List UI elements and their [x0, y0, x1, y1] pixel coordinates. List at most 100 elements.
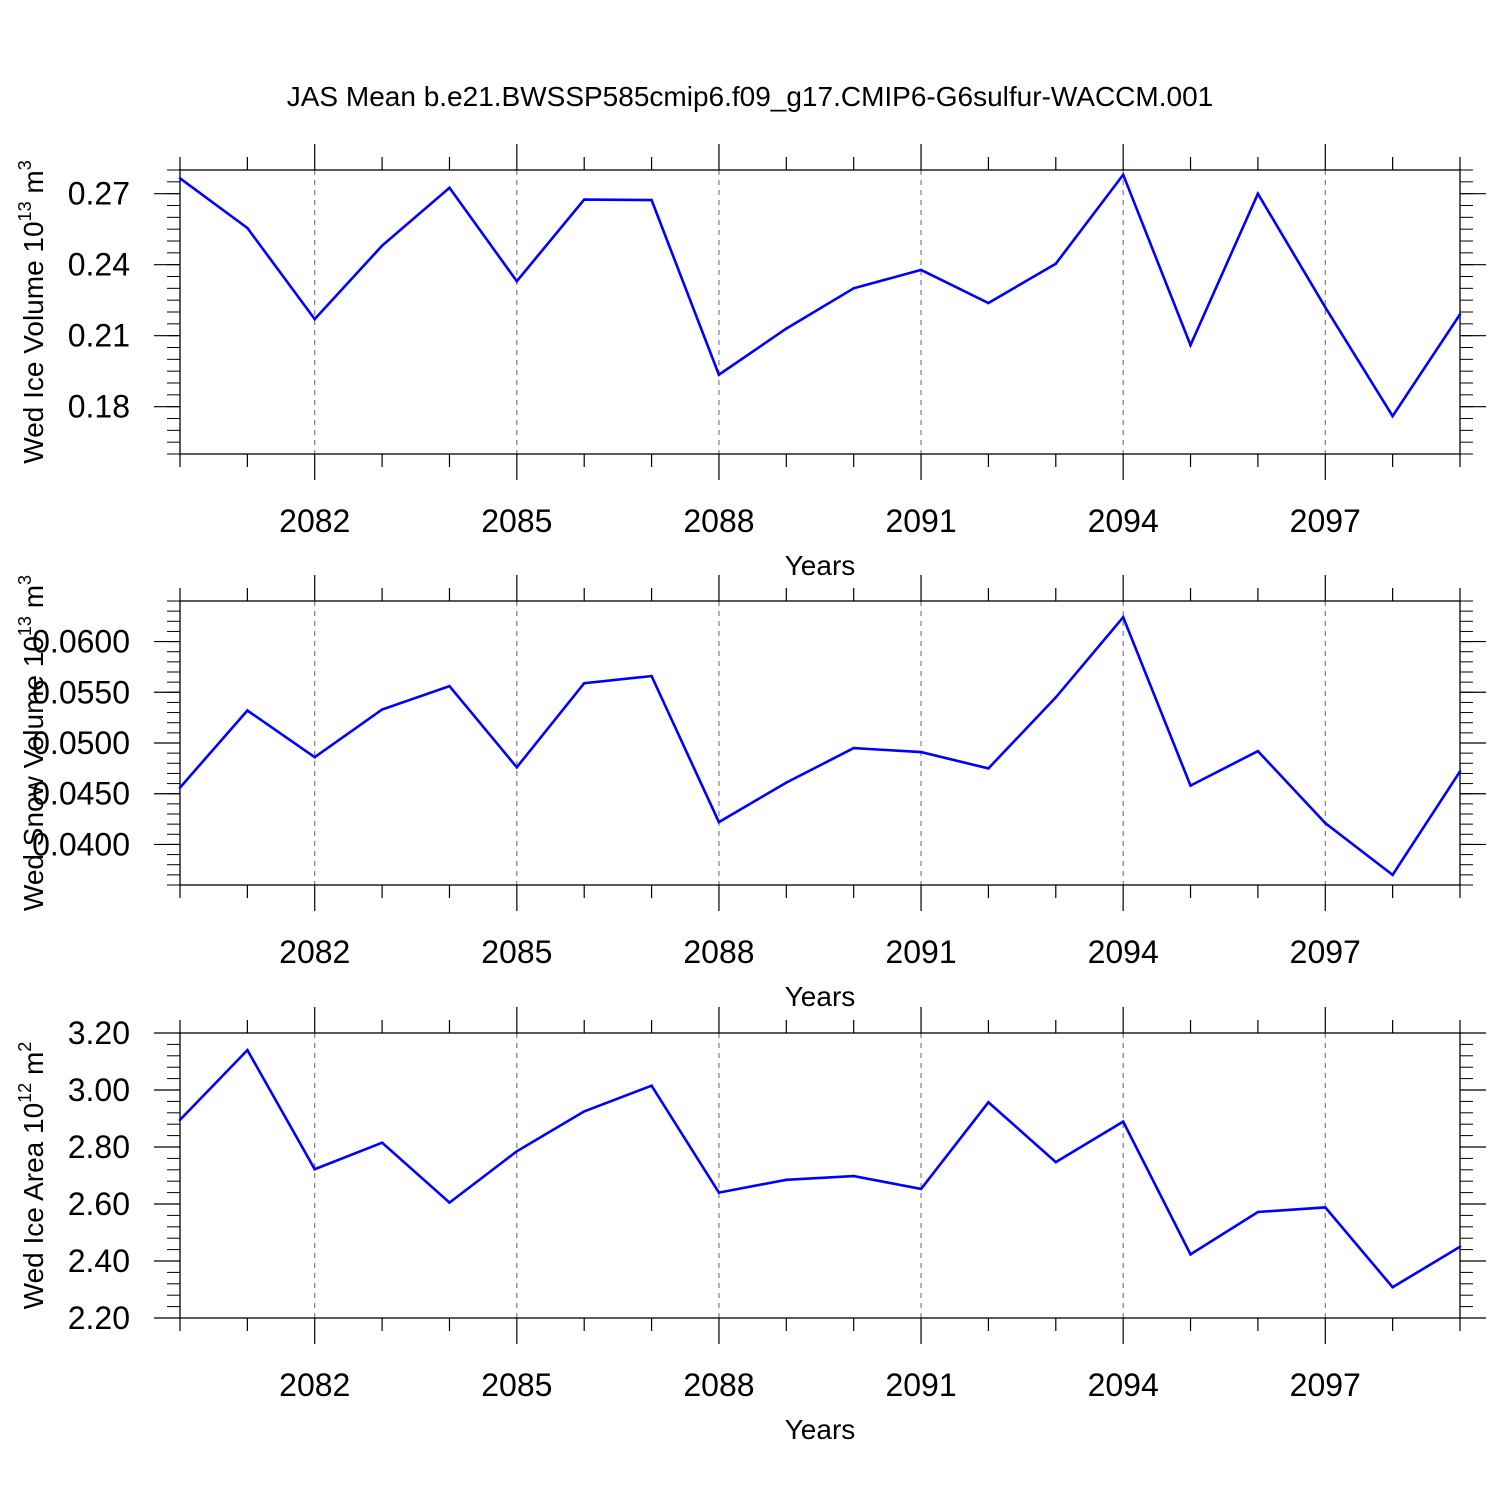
data-point [785, 1178, 788, 1182]
data-point [1391, 414, 1394, 418]
x-tick-label: 2088 [683, 503, 754, 539]
x-tick-label: 2094 [1088, 934, 1159, 970]
x-axis-label: Years [785, 550, 856, 581]
data-point [919, 1187, 923, 1191]
data-point [1323, 305, 1327, 309]
data-point [582, 198, 586, 201]
data-point [1256, 192, 1260, 195]
y-tick-label: 0.24 [68, 247, 130, 283]
data-point [987, 1100, 990, 1104]
y-axis-label-exponent: 12 [15, 1083, 35, 1103]
x-tick-label: 2091 [885, 934, 956, 970]
data-point [1054, 696, 1058, 699]
data-point [852, 746, 855, 750]
y-axis-label-unit: m [18, 1052, 49, 1083]
data-point [313, 1167, 317, 1171]
y-tick-label: 3.00 [68, 1072, 130, 1108]
data-point [515, 279, 519, 283]
x-tick-label: 2094 [1088, 503, 1159, 539]
data-point [919, 268, 923, 272]
y-axis-label-exponent: 13 [15, 201, 35, 221]
data-point [582, 681, 586, 685]
data-point [1121, 615, 1125, 619]
y-tick-label: 2.60 [68, 1186, 130, 1222]
data-point [717, 1191, 721, 1194]
data-point [987, 301, 990, 305]
data-point [650, 674, 653, 678]
x-tick-label: 2094 [1088, 1367, 1159, 1403]
data-point [852, 1174, 855, 1178]
y-axis-label-unit: m [18, 585, 49, 616]
data-point [515, 766, 519, 769]
panel-2: 0.0400 0.0450 0.0500 0.0550 0.0600 2082 2085 20… [15, 575, 1486, 1012]
data-point [1458, 1245, 1462, 1249]
data-point [1391, 873, 1394, 877]
data-point [1458, 770, 1462, 773]
data-point [1391, 1285, 1394, 1289]
x-tick-label: 2097 [1290, 503, 1361, 539]
data-point [650, 1084, 653, 1088]
plot-frame [179, 600, 1461, 886]
y-tick-label: 0.0450 [32, 776, 130, 812]
data-point [1256, 1210, 1260, 1214]
data-point [313, 755, 317, 759]
y-tick-label: 0.0550 [32, 674, 130, 710]
series-line [179, 172, 1462, 419]
data-point [178, 786, 182, 789]
series-line [179, 1047, 1461, 1289]
data-point [1323, 1206, 1327, 1209]
y-tick-label: 3.20 [68, 1015, 130, 1051]
x-tick-label: 2082 [279, 1367, 350, 1403]
y-axis-label-text: Wed Ice Volume 10 [18, 221, 49, 463]
data-point [448, 1201, 451, 1204]
y-tick-label: 2.20 [68, 1300, 130, 1336]
panel-3: 2.20 2.40 2.60 2.80 3.00 3.20 2082 2085 2088 2091… [15, 1007, 1486, 1445]
y-axis-label-unit: m [18, 170, 49, 201]
data-point [852, 287, 855, 290]
data-point [987, 767, 990, 770]
data-point [246, 709, 249, 712]
data-point [785, 781, 788, 784]
y-axis-label-unit-exponent: 3 [15, 160, 35, 170]
data-point [178, 1118, 182, 1122]
x-tick-label: 2082 [279, 503, 350, 539]
data-point [1189, 784, 1192, 787]
x-axis-label: Years [785, 1414, 856, 1445]
data-point [1189, 1253, 1192, 1256]
x-tick-label: 2097 [1290, 934, 1361, 970]
x-tick-label: 2085 [481, 934, 552, 970]
data-point [1054, 1160, 1058, 1164]
data-point [1458, 313, 1462, 316]
data-point [380, 244, 384, 248]
data-point [919, 750, 923, 754]
plot-frame [179, 1032, 1461, 1319]
data-point [582, 1110, 586, 1113]
chart-title: JAS Mean b.e21.BWSSP585cmip6.f09_g17.CMI… [287, 81, 1213, 112]
y-tick-label: 0.0600 [32, 624, 130, 660]
data-point [1121, 173, 1125, 177]
series-line [179, 614, 1462, 877]
data-point [313, 317, 317, 321]
y-axis-label: Wed Ice Volume 1013 m3 [15, 160, 49, 463]
data-point [380, 1141, 384, 1145]
data-point [1323, 821, 1327, 825]
x-tick-label: 2088 [683, 934, 754, 970]
y-axis-label: Wed Snow Volume 1013 m3 [15, 575, 49, 911]
y-tick-label: 0.0500 [32, 725, 130, 761]
y-tick-label: 2.40 [68, 1243, 130, 1279]
data-point [1121, 1120, 1125, 1123]
y-axis-label-unit-exponent: 3 [15, 575, 35, 585]
y-axis-label-exponent: 13 [15, 616, 35, 636]
data-point [448, 186, 451, 190]
y-tick-label: 0.27 [68, 176, 130, 212]
data-point [650, 198, 653, 202]
data-point [1054, 262, 1058, 266]
y-axis-label: Wed Ice Area 1012 m2 [15, 1042, 49, 1310]
data-point [380, 708, 384, 711]
data-point [1256, 749, 1260, 753]
data-point [717, 373, 721, 377]
data-point [448, 684, 451, 688]
x-tick-label: 2091 [885, 1367, 956, 1403]
data-point [717, 820, 721, 824]
